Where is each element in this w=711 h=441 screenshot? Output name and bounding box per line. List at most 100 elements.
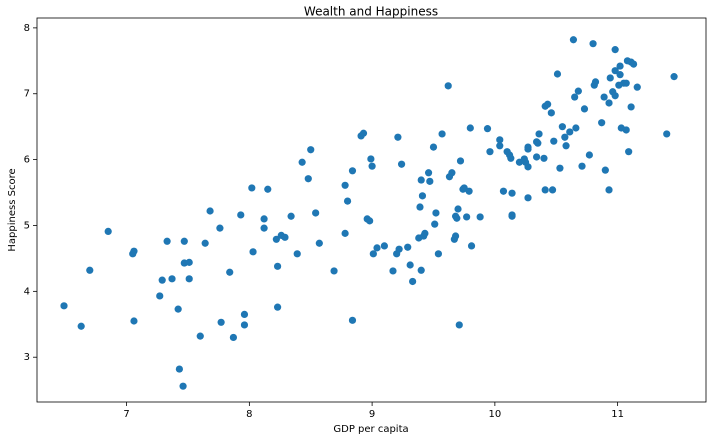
- point: [550, 137, 558, 145]
- point: [534, 139, 542, 147]
- point: [421, 229, 429, 237]
- point: [273, 303, 282, 311]
- point: [605, 186, 613, 194]
- point: [158, 276, 166, 284]
- point: [406, 261, 414, 269]
- point: [535, 130, 543, 138]
- point: [368, 162, 376, 170]
- point: [287, 212, 295, 220]
- point: [600, 93, 608, 101]
- point: [330, 267, 338, 275]
- y-tick-label: 8: [24, 23, 30, 34]
- point: [343, 197, 352, 205]
- point: [404, 243, 412, 251]
- point: [397, 160, 406, 168]
- point: [553, 70, 562, 78]
- point: [248, 184, 256, 192]
- chart-title: Wealth and Happiness: [304, 5, 438, 19]
- point: [348, 316, 357, 324]
- point: [456, 157, 465, 165]
- point: [341, 229, 349, 237]
- point: [77, 322, 85, 330]
- point: [307, 146, 315, 154]
- point: [206, 207, 214, 215]
- x-tick-label: 7: [123, 409, 129, 420]
- point: [432, 209, 440, 217]
- point: [373, 244, 381, 252]
- point: [455, 321, 463, 329]
- point: [616, 71, 624, 79]
- point: [598, 119, 606, 127]
- point: [217, 318, 225, 326]
- point: [453, 214, 461, 222]
- point: [395, 245, 403, 253]
- point: [507, 154, 515, 162]
- point: [544, 100, 552, 108]
- x-tick-label: 11: [611, 409, 624, 420]
- point: [589, 40, 597, 48]
- point: [260, 224, 268, 232]
- point: [558, 123, 566, 131]
- point: [424, 169, 433, 177]
- point: [580, 105, 589, 113]
- point: [273, 262, 282, 270]
- point: [663, 130, 671, 138]
- point: [293, 250, 301, 258]
- point: [541, 186, 549, 194]
- point: [465, 187, 473, 195]
- point: [629, 60, 638, 68]
- point: [249, 248, 257, 256]
- point: [185, 258, 193, 266]
- point: [622, 126, 630, 134]
- y-tick-label: 7: [24, 89, 30, 100]
- point: [417, 176, 425, 184]
- point: [129, 250, 137, 258]
- point: [315, 239, 323, 247]
- point: [605, 99, 613, 107]
- point: [451, 232, 460, 240]
- point: [416, 203, 424, 211]
- point: [591, 78, 600, 86]
- point: [444, 82, 452, 90]
- point: [483, 125, 492, 133]
- point: [625, 148, 633, 156]
- point: [272, 235, 280, 243]
- point: [508, 189, 516, 197]
- point: [622, 79, 630, 87]
- point: [556, 164, 564, 172]
- point: [533, 153, 541, 161]
- point: [616, 62, 624, 70]
- point: [463, 213, 471, 221]
- point: [196, 332, 204, 340]
- point: [104, 227, 112, 236]
- point: [237, 211, 245, 219]
- x-tick-label: 9: [369, 409, 375, 420]
- point: [163, 237, 171, 245]
- x-axis-label: GDP per capita: [333, 424, 408, 435]
- point: [417, 266, 425, 274]
- point: [201, 239, 209, 247]
- point: [409, 277, 417, 286]
- point: [585, 151, 593, 159]
- point: [467, 242, 476, 250]
- point: [185, 275, 193, 283]
- x-tick-label: 8: [246, 409, 252, 420]
- point: [216, 224, 224, 232]
- point: [348, 167, 357, 175]
- point: [281, 233, 289, 241]
- point: [499, 187, 508, 195]
- point: [304, 175, 312, 183]
- point: [524, 145, 532, 153]
- point: [434, 250, 442, 258]
- point: [611, 67, 619, 75]
- point: [578, 162, 586, 170]
- y-tick-label: 3: [24, 352, 30, 363]
- point: [418, 192, 427, 200]
- point: [623, 57, 632, 65]
- point: [466, 124, 474, 132]
- point: [369, 250, 377, 258]
- point: [341, 181, 349, 189]
- point: [240, 310, 249, 318]
- point: [611, 46, 619, 54]
- point: [429, 143, 438, 151]
